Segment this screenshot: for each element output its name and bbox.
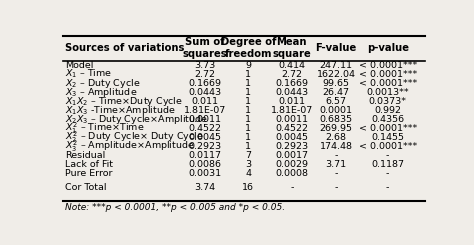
Text: 2.72: 2.72 <box>194 70 216 79</box>
Text: 0.0011: 0.0011 <box>189 115 221 124</box>
Text: 0.0086: 0.0086 <box>189 160 221 169</box>
Text: 174.48: 174.48 <box>319 142 353 151</box>
Text: 3: 3 <box>246 160 251 169</box>
Text: $X_1X_3$ -Time×Amplitude: $X_1X_3$ -Time×Amplitude <box>65 104 175 117</box>
Text: Sum of
squares: Sum of squares <box>182 37 227 59</box>
Text: 1: 1 <box>246 97 251 106</box>
Text: < 0.0001***: < 0.0001*** <box>358 70 417 79</box>
Text: Note: ***p < 0.0001, **p < 0.005 and *p < 0.05.: Note: ***p < 0.0001, **p < 0.005 and *p … <box>65 203 285 212</box>
Text: 0.0001: 0.0001 <box>319 106 353 115</box>
Text: 0.414: 0.414 <box>278 61 305 70</box>
Text: 3.73: 3.73 <box>194 61 216 70</box>
Text: 1.81E-07: 1.81E-07 <box>271 106 313 115</box>
Text: 1: 1 <box>246 133 251 142</box>
Text: $X_3^2$ – Amplitude×Amplitude: $X_3^2$ – Amplitude×Amplitude <box>65 139 194 154</box>
Text: p-value: p-value <box>367 43 409 53</box>
Text: Residual: Residual <box>65 151 105 160</box>
Text: 2.72: 2.72 <box>281 70 302 79</box>
Text: $X_1$ – Time: $X_1$ – Time <box>65 68 112 80</box>
Text: $X_2X_3$ – Duty Cycle×Amplitude: $X_2X_3$ – Duty Cycle×Amplitude <box>65 113 208 126</box>
Text: -: - <box>386 169 389 178</box>
Text: 247.11: 247.11 <box>319 61 353 70</box>
Text: F-value: F-value <box>316 43 357 53</box>
Text: 0.0373*: 0.0373* <box>369 97 407 106</box>
Text: -: - <box>386 183 389 192</box>
Text: -: - <box>335 183 338 192</box>
Text: $X_2^2$ – Duty Cycle× Duty Cycle: $X_2^2$ – Duty Cycle× Duty Cycle <box>65 130 203 145</box>
Text: -: - <box>386 151 389 160</box>
Text: 1: 1 <box>246 88 251 97</box>
Text: 9: 9 <box>246 61 251 70</box>
Text: 16: 16 <box>242 183 255 192</box>
Text: 0.1187: 0.1187 <box>371 160 404 169</box>
Text: 0.4356: 0.4356 <box>371 115 404 124</box>
Text: 269.95: 269.95 <box>319 124 353 133</box>
Text: < 0.0001***: < 0.0001*** <box>358 142 417 151</box>
Text: 26.47: 26.47 <box>323 88 350 97</box>
Text: 1: 1 <box>246 70 251 79</box>
Text: 7: 7 <box>246 151 251 160</box>
Text: 0.2923: 0.2923 <box>275 142 309 151</box>
Text: 1622.04: 1622.04 <box>317 70 356 79</box>
Text: 1: 1 <box>246 79 251 88</box>
Text: 1: 1 <box>246 124 251 133</box>
Text: 0.2923: 0.2923 <box>188 142 221 151</box>
Text: $X_2$ – Duty Cycle: $X_2$ – Duty Cycle <box>65 77 140 90</box>
Text: Lack of Fit: Lack of Fit <box>65 160 113 169</box>
Text: -: - <box>290 183 293 192</box>
Text: -: - <box>335 151 338 160</box>
Text: 3.74: 3.74 <box>194 183 216 192</box>
Text: < 0.0001***: < 0.0001*** <box>358 61 417 70</box>
Text: 1.81E-07: 1.81E-07 <box>184 106 226 115</box>
Text: 0.0443: 0.0443 <box>188 88 221 97</box>
Text: 0.0013**: 0.0013** <box>366 88 409 97</box>
Text: Mean
square: Mean square <box>273 37 311 59</box>
Text: 99.65: 99.65 <box>323 79 350 88</box>
Text: 4: 4 <box>246 169 251 178</box>
Text: 0.0045: 0.0045 <box>275 133 308 142</box>
Text: 0.0031: 0.0031 <box>188 169 221 178</box>
Text: Sources of variations: Sources of variations <box>65 43 184 53</box>
Text: Model: Model <box>65 61 93 70</box>
Text: $X_1X_2$ – Time×Duty Cycle: $X_1X_2$ – Time×Duty Cycle <box>65 95 182 108</box>
Text: 2.68: 2.68 <box>326 133 346 142</box>
Text: 0.992: 0.992 <box>374 106 401 115</box>
Text: 0.0443: 0.0443 <box>275 88 309 97</box>
Text: 3.71: 3.71 <box>326 160 346 169</box>
Text: 0.0011: 0.0011 <box>275 115 308 124</box>
Text: 0.1669: 0.1669 <box>275 79 308 88</box>
Text: 0.1669: 0.1669 <box>189 79 221 88</box>
Text: Degree of
freedom: Degree of freedom <box>220 37 276 59</box>
Text: 6.57: 6.57 <box>326 97 346 106</box>
Text: -: - <box>335 169 338 178</box>
Text: < 0.0001***: < 0.0001*** <box>358 79 417 88</box>
Text: 0.0008: 0.0008 <box>275 169 308 178</box>
Text: 1: 1 <box>246 142 251 151</box>
Text: Pure Error: Pure Error <box>65 169 112 178</box>
Text: 1: 1 <box>246 115 251 124</box>
Text: Cor Total: Cor Total <box>65 183 106 192</box>
Text: 1: 1 <box>246 106 251 115</box>
Text: 0.011: 0.011 <box>191 97 219 106</box>
Text: 0.0029: 0.0029 <box>275 160 308 169</box>
Text: 0.0045: 0.0045 <box>189 133 221 142</box>
Text: 0.0117: 0.0117 <box>189 151 221 160</box>
Text: 0.4522: 0.4522 <box>275 124 308 133</box>
Text: 0.4522: 0.4522 <box>189 124 221 133</box>
Text: $X_1^2$ – Time×Time: $X_1^2$ – Time×Time <box>65 121 144 136</box>
Text: 0.6835: 0.6835 <box>319 115 353 124</box>
Text: 0.011: 0.011 <box>278 97 305 106</box>
Text: 0.0017: 0.0017 <box>275 151 308 160</box>
Text: 0.1455: 0.1455 <box>371 133 404 142</box>
Text: < 0.0001***: < 0.0001*** <box>358 124 417 133</box>
Text: $X_3$ – Amplitude: $X_3$ – Amplitude <box>65 86 137 99</box>
